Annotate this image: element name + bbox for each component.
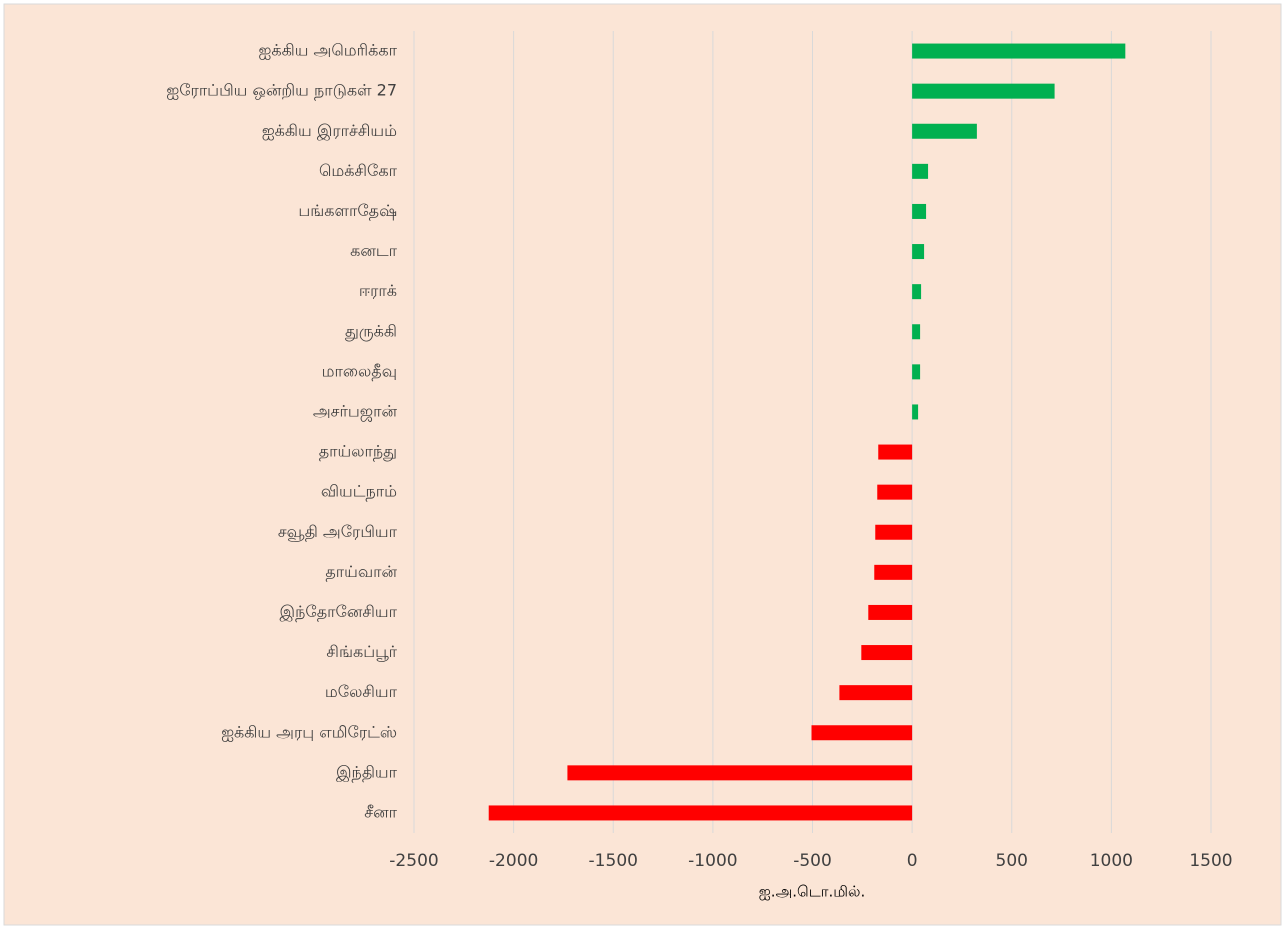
y-tick-label: சீனா [364, 802, 397, 821]
y-tick-label: இந்தோனேசியா [280, 602, 398, 622]
bar [874, 564, 913, 580]
y-tick-label: மலேசியா [325, 682, 398, 701]
y-tick-label: ஐக்கிய அரபு எமிரேட்ஸ் [221, 722, 397, 741]
y-tick-label: ஐக்கிய அமெரிக்கா [259, 41, 398, 60]
y-tick-label: மாலைதீவு [322, 361, 397, 380]
bar [912, 404, 919, 420]
x-tick-label: 1000 [1090, 851, 1133, 871]
bar [877, 484, 913, 500]
x-tick-label: -2500 [389, 851, 438, 871]
y-tick-label: சவூதி அரேபியா [278, 522, 398, 541]
y-tick-label: பங்களாதேஷ் [298, 201, 397, 220]
y-tick-label: ஈராக் [359, 281, 397, 300]
bar [912, 244, 925, 260]
bar [912, 163, 929, 179]
bar [912, 123, 977, 139]
y-tick-label: சிங்கப்பூர் [326, 642, 397, 661]
bar [912, 324, 921, 340]
y-tick-label: ஐக்கிய இராச்சியம் [262, 121, 397, 141]
bar [839, 685, 913, 701]
bar [912, 203, 927, 219]
y-tick-label: அசர்பஜான் [313, 401, 398, 421]
bar [875, 524, 913, 540]
x-tick-label: -500 [793, 851, 832, 871]
x-tick-label: -1000 [688, 851, 737, 871]
bar [912, 284, 922, 300]
x-tick-label: 500 [996, 851, 1028, 871]
y-tick-label: வியட்நாம் [321, 482, 397, 501]
x-axis-label: ஐ.அ.டொ.மில். [759, 883, 865, 901]
x-tick-label: 1500 [1189, 851, 1232, 871]
bar [861, 645, 913, 661]
y-tick-label: தாய்வான் [325, 562, 397, 581]
bar [912, 364, 921, 380]
y-tick-label: துருக்கி [345, 321, 397, 341]
bar [912, 83, 1055, 99]
y-tick-label: கனடா [350, 241, 397, 260]
bar [868, 604, 913, 620]
y-tick-label: தாய்லாந்து [319, 442, 397, 462]
x-tick-label: -1500 [589, 851, 638, 871]
bar [912, 43, 1126, 59]
y-tick-label: இந்தியா [336, 762, 398, 782]
bar [567, 765, 913, 781]
x-tick-label: -2000 [489, 851, 538, 871]
bar [488, 805, 913, 821]
chart-background [3, 3, 1282, 926]
x-tick-label: 0 [907, 851, 918, 871]
bar [878, 444, 913, 460]
y-tick-label: ஐரோப்பிய ஒன்றிய நாடுகள் 27 [166, 81, 397, 100]
y-tick-label: மெக்சிகோ [319, 161, 398, 180]
bar [811, 725, 913, 741]
